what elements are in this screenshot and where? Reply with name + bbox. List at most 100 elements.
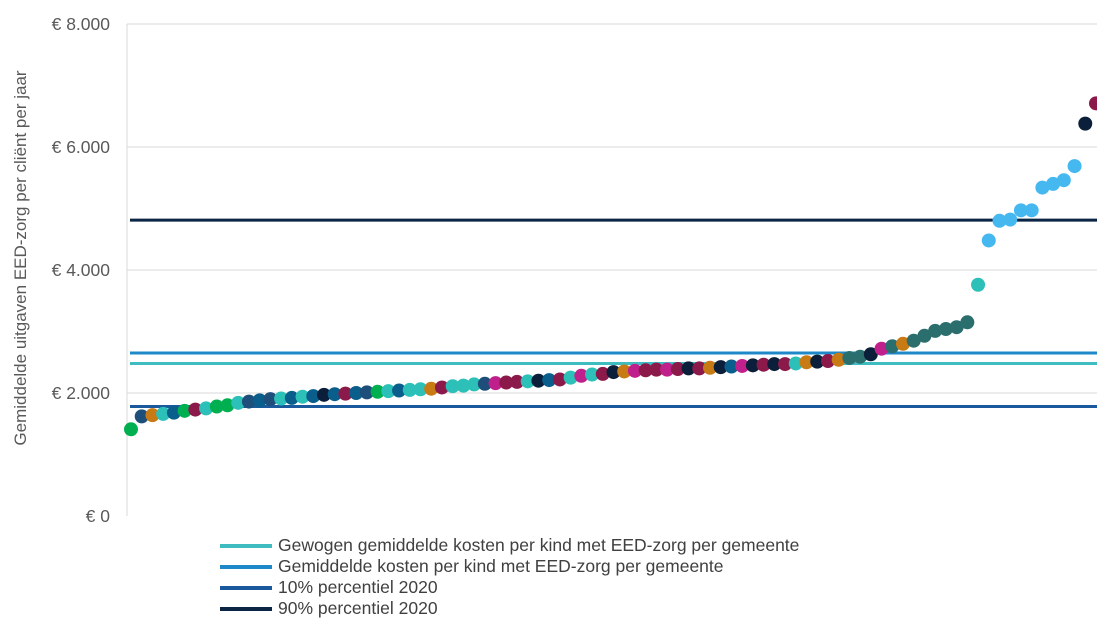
data-point bbox=[359, 385, 374, 400]
data-point bbox=[649, 362, 664, 377]
data-point bbox=[574, 368, 589, 383]
data-point bbox=[1024, 203, 1039, 218]
data-point bbox=[306, 389, 321, 404]
data-point bbox=[370, 384, 385, 399]
data-point bbox=[1089, 96, 1097, 111]
data-point bbox=[971, 277, 986, 292]
data-point bbox=[402, 382, 417, 397]
data-point bbox=[1013, 203, 1028, 218]
legend-swatch bbox=[220, 543, 272, 548]
data-point bbox=[284, 390, 299, 405]
data-point bbox=[166, 405, 181, 420]
y-axis-title-wrap: Gemiddelde uitgaven EED-zorg per cliënt … bbox=[0, 0, 42, 516]
data-point bbox=[670, 362, 685, 377]
legend: Gewogen gemiddelde kosten per kind met E… bbox=[220, 535, 799, 619]
data-point bbox=[177, 403, 192, 418]
data-point bbox=[692, 361, 707, 376]
data-point bbox=[220, 398, 235, 413]
legend-swatch bbox=[220, 606, 272, 611]
data-point bbox=[831, 352, 846, 367]
data-point bbox=[381, 384, 396, 399]
data-point bbox=[231, 395, 246, 410]
data-points bbox=[124, 96, 1097, 437]
data-point bbox=[499, 375, 514, 390]
y-axis-ticks: € 0 € 2.000 € 4.000 € 6.000 € 8.000 bbox=[52, 14, 111, 526]
data-point bbox=[134, 409, 149, 424]
data-point bbox=[735, 358, 750, 373]
data-point bbox=[188, 402, 203, 417]
data-point bbox=[520, 374, 535, 389]
data-point bbox=[713, 360, 728, 375]
data-point bbox=[156, 406, 171, 421]
data-point bbox=[295, 389, 310, 404]
y-tick-label: € 6.000 bbox=[52, 137, 111, 157]
y-tick-label: € 4.000 bbox=[52, 260, 111, 280]
legend-item: 10% percentiel 2020 bbox=[220, 577, 799, 598]
data-point bbox=[477, 376, 492, 391]
data-point bbox=[349, 386, 364, 400]
data-point bbox=[274, 391, 289, 406]
data-point bbox=[531, 373, 546, 388]
data-point bbox=[756, 357, 771, 372]
data-point bbox=[863, 347, 878, 362]
data-point bbox=[467, 377, 482, 392]
data-point bbox=[145, 408, 160, 423]
data-point bbox=[981, 233, 996, 248]
data-point bbox=[992, 213, 1007, 228]
data-point bbox=[703, 360, 717, 375]
data-point bbox=[445, 379, 460, 394]
data-point bbox=[745, 358, 760, 373]
legend-item: 90% percentiel 2020 bbox=[220, 598, 799, 619]
data-point bbox=[660, 362, 675, 377]
data-point bbox=[456, 378, 471, 393]
y-tick-label: € 2.000 bbox=[52, 383, 111, 403]
data-point bbox=[885, 339, 900, 354]
data-point bbox=[949, 320, 964, 335]
data-point bbox=[1046, 176, 1061, 191]
data-point bbox=[627, 363, 642, 378]
data-point bbox=[585, 367, 600, 382]
data-point bbox=[124, 422, 138, 437]
data-point bbox=[1035, 180, 1050, 195]
legend-label: 10% percentiel 2020 bbox=[278, 577, 438, 597]
data-point bbox=[681, 361, 696, 376]
data-point bbox=[928, 323, 943, 338]
data-point bbox=[810, 354, 825, 369]
data-point bbox=[392, 383, 407, 398]
data-point bbox=[778, 357, 793, 372]
data-point bbox=[327, 387, 342, 402]
legend-swatch bbox=[220, 564, 272, 569]
data-point bbox=[1067, 159, 1082, 174]
data-point bbox=[252, 393, 267, 408]
grid-lines bbox=[127, 23, 1097, 394]
data-point bbox=[317, 387, 331, 402]
legend-item: Gewogen gemiddelde kosten per kind met E… bbox=[220, 535, 799, 556]
data-point bbox=[767, 357, 782, 372]
legend-label: 90% percentiel 2020 bbox=[278, 598, 438, 618]
data-point bbox=[338, 386, 353, 401]
y-axis-title: Gemiddelde uitgaven EED-zorg per cliënt … bbox=[11, 70, 30, 446]
data-point bbox=[960, 315, 975, 330]
data-point bbox=[263, 392, 278, 407]
data-point bbox=[1003, 212, 1018, 227]
legend-swatch bbox=[220, 585, 272, 590]
reference-lines bbox=[130, 218, 1097, 409]
data-point bbox=[842, 350, 857, 365]
data-point bbox=[638, 363, 653, 378]
data-point bbox=[413, 382, 428, 397]
data-point bbox=[488, 376, 503, 391]
data-point bbox=[788, 356, 803, 371]
data-point bbox=[938, 322, 953, 337]
data-point bbox=[617, 364, 632, 379]
data-point bbox=[896, 336, 910, 351]
data-point bbox=[906, 333, 921, 348]
data-point bbox=[595, 366, 610, 381]
data-point bbox=[820, 354, 835, 369]
y-tick-label: € 8.000 bbox=[52, 14, 111, 34]
data-point bbox=[606, 365, 621, 380]
data-point bbox=[917, 328, 932, 343]
data-point bbox=[799, 355, 814, 370]
data-point bbox=[1078, 116, 1093, 131]
data-point bbox=[853, 349, 868, 364]
